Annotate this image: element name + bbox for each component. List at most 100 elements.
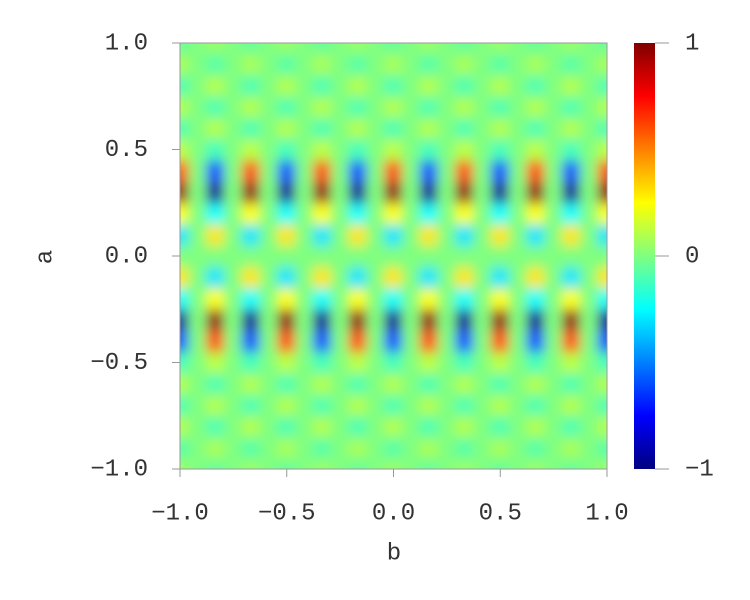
- heatmap-cell: [597, 372, 607, 395]
- heatmap-cell: [508, 117, 528, 140]
- heatmap-cell: [312, 393, 332, 417]
- heatmap-cell: [330, 223, 350, 246]
- heatmap-cell: [473, 372, 492, 395]
- heatmap-cell: [579, 43, 599, 55]
- heatmap-cell: [437, 117, 457, 140]
- heatmap-cell: [312, 43, 332, 55]
- heatmap-cell: [544, 372, 564, 395]
- heatmap-cell: [544, 53, 564, 76]
- heatmap-cell: [188, 74, 208, 97]
- heatmap-cell: [241, 53, 261, 76]
- heatmap-cell: [330, 159, 350, 182]
- heatmap-cell: [508, 457, 528, 469]
- heatmap-cell: [223, 330, 243, 353]
- heatmap-cell: [597, 436, 607, 459]
- heatmap-cell: [330, 436, 350, 459]
- heatmap-cell: [180, 117, 190, 140]
- heatmap-cell: [490, 436, 510, 459]
- heatmap-cell: [241, 117, 261, 140]
- heatmap-cell: [455, 53, 475, 76]
- heatmap-cell: [419, 351, 439, 374]
- heatmap-cell: [544, 266, 564, 289]
- heatmap-cell: [384, 372, 403, 395]
- heatmap-cell: [597, 138, 607, 161]
- heatmap-cell: [579, 53, 599, 76]
- heatmap-cell: [597, 202, 607, 225]
- heatmap-cell: [180, 393, 190, 417]
- heatmap-cell: [295, 74, 314, 97]
- heatmap-cell: [188, 117, 208, 140]
- heatmap-cell: [508, 138, 528, 161]
- heatmap-cell: [188, 180, 208, 204]
- heatmap-cell: [180, 138, 190, 161]
- heatmap-cell: [241, 95, 261, 119]
- y-tick-label: 1.0: [105, 30, 148, 57]
- heatmap-cell: [206, 436, 225, 459]
- heatmap-cell: [544, 393, 564, 417]
- heatmap-cell: [419, 287, 439, 310]
- heatmap-cell: [188, 287, 208, 310]
- heatmap-cell: [473, 223, 492, 246]
- x-tick-label: −0.5: [258, 500, 316, 527]
- heatmap-cell: [330, 180, 350, 204]
- heatmap-cell: [348, 393, 368, 417]
- heatmap-cell: [597, 266, 607, 289]
- heatmap-cell: [562, 223, 581, 246]
- heatmap-cell: [562, 159, 581, 182]
- heatmap-cell: [366, 308, 386, 332]
- heatmap-cell: [419, 202, 439, 225]
- heatmap-cell: [544, 330, 564, 353]
- heatmap-cell: [180, 159, 190, 182]
- heatmap-cell: [437, 95, 457, 119]
- heatmap-cell: [526, 351, 546, 374]
- heatmap-cell: [490, 138, 510, 161]
- heatmap-cell: [259, 372, 279, 395]
- heatmap-cell: [473, 436, 492, 459]
- heatmap-cell: [579, 308, 599, 332]
- heatmap-cell: [473, 330, 492, 353]
- heatmap-cell: [223, 457, 243, 469]
- heatmap-cell: [277, 436, 297, 459]
- heatmap-cell: [277, 159, 297, 182]
- y-tick-label: −0.5: [90, 350, 148, 377]
- heatmap-cell: [455, 393, 475, 417]
- heatmap-cell: [180, 223, 190, 246]
- heatmap-cell: [526, 74, 546, 97]
- heatmap-cell: [312, 244, 332, 268]
- heatmap-cell: [401, 330, 421, 353]
- x-axis-label: b: [387, 540, 401, 567]
- heatmap-cell: [579, 266, 599, 289]
- heatmap-cell: [223, 436, 243, 459]
- heatmap-cell: [366, 74, 386, 97]
- heatmap-cell: [312, 53, 332, 76]
- heatmap-cell: [180, 287, 190, 310]
- heatmap-cell: [562, 74, 581, 97]
- heatmap-cell: [508, 95, 528, 119]
- heatmap-cell: [241, 457, 261, 469]
- heatmap-cell: [295, 266, 314, 289]
- heatmap-cell: [473, 95, 492, 119]
- heatmap-cell: [508, 223, 528, 246]
- heatmap-cell: [437, 159, 457, 182]
- heatmap-cell: [384, 180, 403, 204]
- heatmap-cell: [206, 53, 225, 76]
- y-tick-label: −1.0: [90, 456, 148, 483]
- heatmap-cell: [188, 53, 208, 76]
- heatmap-cell: [223, 159, 243, 182]
- heatmap-cell: [206, 351, 225, 374]
- heatmap-cell: [295, 202, 314, 225]
- heatmap-cell: [437, 266, 457, 289]
- heatmap-cell: [206, 266, 225, 289]
- heatmap-cell: [597, 287, 607, 310]
- heatmap-cell: [259, 244, 279, 268]
- heatmap-cell: [597, 415, 607, 438]
- heatmap-cell: [473, 308, 492, 332]
- heatmap-cell: [277, 457, 297, 469]
- heatmap-cell: [597, 180, 607, 204]
- heatmap-cell: [366, 244, 386, 268]
- heatmap-cell: [348, 351, 368, 374]
- heatmap-cell: [401, 287, 421, 310]
- heatmap-cell: [490, 202, 510, 225]
- heatmap-cell: [366, 436, 386, 459]
